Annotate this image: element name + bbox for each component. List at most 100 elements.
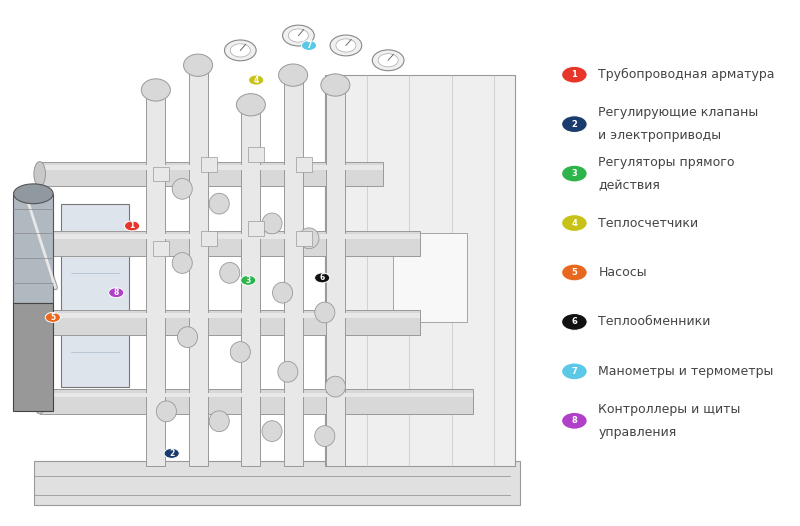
Text: 4: 4: [254, 76, 258, 85]
Circle shape: [562, 165, 587, 182]
Circle shape: [125, 221, 140, 231]
Text: Контроллеры и щиты: Контроллеры и щиты: [598, 403, 741, 416]
Text: 8: 8: [114, 288, 119, 297]
Bar: [40, 313, 420, 318]
Bar: [40, 392, 473, 398]
Ellipse shape: [178, 327, 198, 348]
Bar: [14, 302, 53, 411]
Ellipse shape: [314, 302, 335, 323]
Bar: [154, 167, 169, 181]
Text: действия: действия: [598, 179, 660, 191]
Ellipse shape: [321, 74, 350, 96]
Bar: [248, 147, 264, 161]
Circle shape: [372, 50, 404, 70]
Circle shape: [562, 215, 587, 231]
Ellipse shape: [230, 341, 250, 362]
Bar: [40, 231, 420, 256]
Text: Регулирующие клапаны: Регулирующие клапаны: [598, 106, 758, 119]
Ellipse shape: [326, 78, 345, 93]
Circle shape: [249, 75, 264, 85]
Text: 1: 1: [571, 70, 578, 79]
Bar: [296, 157, 312, 171]
Ellipse shape: [262, 421, 282, 441]
Text: Теплообменники: Теплообменники: [598, 316, 710, 328]
Circle shape: [562, 116, 587, 133]
Ellipse shape: [326, 376, 346, 397]
Circle shape: [241, 275, 256, 285]
Circle shape: [562, 363, 587, 380]
Text: 8: 8: [571, 416, 578, 426]
Circle shape: [562, 264, 587, 281]
Circle shape: [302, 41, 317, 50]
Text: Теплосчетчики: Теплосчетчики: [598, 217, 698, 229]
Text: 3: 3: [246, 276, 251, 285]
Circle shape: [282, 25, 314, 46]
Circle shape: [378, 54, 398, 67]
Ellipse shape: [284, 68, 302, 83]
Ellipse shape: [209, 193, 230, 214]
Text: 7: 7: [306, 41, 312, 50]
Ellipse shape: [189, 58, 207, 73]
Bar: [201, 231, 217, 246]
Ellipse shape: [14, 184, 53, 204]
Ellipse shape: [273, 282, 293, 303]
Bar: [40, 161, 383, 186]
Text: Регуляторы прямого: Регуляторы прямого: [598, 156, 735, 168]
Ellipse shape: [183, 54, 213, 76]
Text: 7: 7: [571, 367, 578, 376]
Bar: [40, 389, 473, 414]
Circle shape: [225, 40, 256, 61]
Text: 6: 6: [319, 274, 325, 282]
Circle shape: [288, 29, 309, 42]
Text: 4: 4: [571, 218, 578, 228]
Circle shape: [46, 312, 61, 322]
Bar: [40, 165, 383, 170]
Text: Манометры и термометры: Манометры и термометры: [598, 365, 774, 378]
Text: 1: 1: [130, 221, 134, 230]
Ellipse shape: [314, 426, 335, 447]
Bar: [146, 90, 166, 466]
Text: 6: 6: [571, 317, 578, 327]
Polygon shape: [325, 75, 515, 466]
Ellipse shape: [220, 262, 240, 284]
Ellipse shape: [156, 401, 177, 422]
Polygon shape: [34, 461, 520, 505]
Bar: [248, 221, 264, 236]
Text: Насосы: Насосы: [598, 266, 647, 279]
Bar: [201, 157, 217, 171]
Ellipse shape: [278, 361, 298, 382]
Text: Трубопроводная арматура: Трубопроводная арматура: [598, 68, 775, 81]
Circle shape: [314, 273, 330, 283]
Circle shape: [562, 66, 587, 83]
Ellipse shape: [278, 64, 308, 86]
Ellipse shape: [299, 228, 319, 249]
Ellipse shape: [236, 94, 266, 116]
Circle shape: [336, 39, 356, 52]
Text: 2: 2: [571, 119, 578, 129]
Ellipse shape: [142, 79, 170, 101]
Ellipse shape: [262, 213, 282, 234]
Circle shape: [109, 288, 124, 298]
Bar: [154, 241, 169, 256]
Circle shape: [230, 44, 250, 57]
Bar: [394, 234, 467, 322]
Ellipse shape: [34, 389, 46, 414]
Circle shape: [562, 313, 587, 330]
Ellipse shape: [172, 252, 192, 274]
Polygon shape: [61, 204, 130, 387]
Ellipse shape: [34, 161, 46, 186]
Bar: [40, 234, 420, 239]
Ellipse shape: [242, 97, 260, 112]
Bar: [8, 16, 536, 510]
Bar: [326, 85, 345, 466]
Bar: [40, 310, 420, 335]
Bar: [284, 75, 302, 466]
Ellipse shape: [34, 310, 46, 335]
Circle shape: [562, 412, 587, 429]
Bar: [296, 231, 312, 246]
Text: 5: 5: [50, 313, 55, 322]
Text: 2: 2: [169, 449, 174, 458]
Ellipse shape: [209, 411, 230, 432]
Ellipse shape: [146, 83, 166, 97]
Text: и электроприводы: и электроприводы: [598, 129, 722, 142]
